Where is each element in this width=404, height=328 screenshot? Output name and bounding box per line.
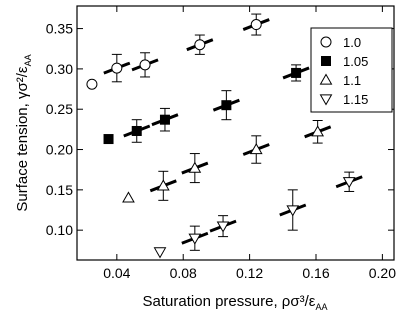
data-point [279,189,307,231]
y-tick-label: 0.20 [46,142,73,158]
data-point [242,13,270,36]
legend-item: 1.05 [321,54,368,69]
triangle-down-marker [216,221,230,233]
x-axis-title-sub: AA [315,302,327,312]
data-point [304,120,332,144]
y-tick-label: 0.25 [46,101,73,117]
legend-item: 1.0 [320,35,361,50]
circle-marker [320,36,332,48]
data-point [103,134,114,145]
circle-marker [139,59,151,71]
square-marker [159,114,170,125]
y-tick-label: 0.35 [46,21,73,37]
triangle-down-marker [342,177,356,189]
legend: 1.0 1.05 1.1 1.15 [310,27,393,113]
y-axis-title: Surface tension, γσ²/εAA [14,54,33,211]
data-point [86,78,98,90]
x-tick-label: 0.08 [170,265,197,281]
square-marker [291,67,302,78]
legend-item: 1.1 [319,73,361,88]
legend-label: 1.15 [343,92,368,107]
plot-frame [76,5,395,261]
x-axis-title: Saturation pressure, ρσ³/εAA [143,293,328,312]
data-point [123,119,151,143]
triangle-up-marker [122,191,135,203]
y-tick-label: 0.10 [46,222,73,238]
x-tick-label: 0.20 [369,265,396,281]
triangle-up-marker [188,161,202,173]
data-point [242,135,270,164]
circle-marker [111,62,123,74]
series-1-0 [86,13,270,90]
triangle-up-marker [249,143,263,155]
data-point [131,52,159,78]
series-1-1 [122,120,332,203]
x-axis-title-main: Saturation pressure, ρσ³/ε [143,293,316,310]
data-point [151,107,179,132]
legend-item: 1.15 [319,92,368,107]
series-layer [86,13,363,259]
data-point [103,53,131,83]
y-tick-label: 0.30 [46,61,73,77]
triangle-down-marker [188,233,202,245]
x-tick-label: 0.16 [302,265,329,281]
square-marker [103,134,114,145]
legend-label: 1.1 [343,73,361,88]
data-point [122,191,135,203]
series-1-15 [153,171,363,259]
y-axis-title-main: Surface tension, γσ²/ε [14,66,31,211]
circle-marker [250,19,262,31]
circle-marker [86,78,98,90]
legend-label: 1.05 [343,54,368,69]
y-axis-title-sub: AA [23,54,33,66]
triangle-up-marker [311,125,325,137]
triangle-up-marker [156,179,170,191]
triangle-down-marker [153,247,167,259]
circle-marker [194,39,206,51]
data-point [181,153,209,184]
data-point [181,225,209,251]
square-marker [321,56,331,66]
data-point [282,64,310,82]
x-tick-label: 0.12 [236,265,263,281]
triangle-down-marker [319,94,333,106]
ticks: 0.04 0.08 0.12 0.16 0.20 0.10 0.15 0.20 0.25 0.30… [46,6,396,281]
x-tick-label: 0.04 [103,265,130,281]
data-point [212,90,240,121]
legend-label: 1.0 [343,35,361,50]
y-tick-label: 0.15 [46,182,73,198]
data-point [335,171,363,192]
legend-items: 1.0 1.05 1.1 1.15 [319,35,368,107]
square-marker [221,100,232,111]
triangle-up-marker [319,73,333,85]
series-1-05 [103,64,310,145]
square-marker [131,125,142,136]
data-point [149,170,177,201]
triangle-down-marker [286,205,300,217]
data-point [209,215,237,238]
data-point [153,247,167,259]
data-point [186,34,214,55]
